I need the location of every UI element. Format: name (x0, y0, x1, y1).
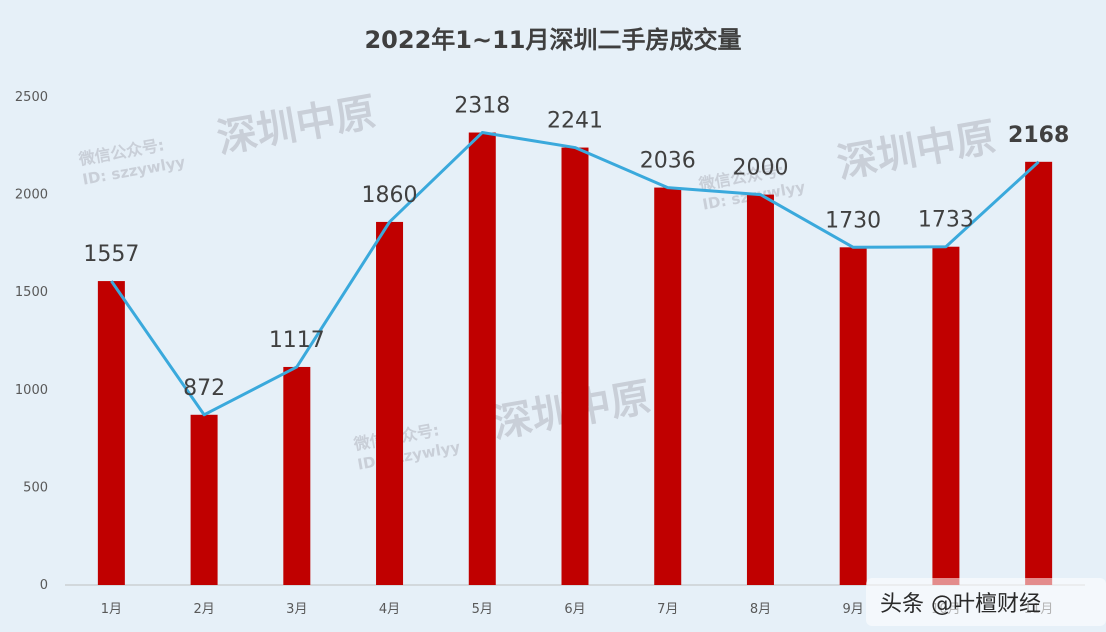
trend-line (110, 131, 1040, 417)
y-tick-label: 2000 (15, 188, 48, 203)
bar (654, 187, 682, 585)
data-label: 1860 (362, 183, 418, 208)
bar (932, 246, 960, 586)
x-tick-label: 5月 (472, 602, 493, 617)
data-label: 1557 (83, 242, 139, 267)
y-tick-label: 1000 (15, 383, 48, 398)
data-label: 1730 (825, 208, 881, 233)
y-axis: 0 500 1000 1500 2000 2500 (15, 90, 48, 593)
data-label: 2318 (454, 94, 510, 119)
watermark-brand: 深圳中原 (834, 114, 1000, 187)
x-tick-label: 7月 (657, 602, 678, 617)
x-tick-label: 1月 (101, 602, 122, 617)
y-tick-label: 500 (23, 480, 48, 495)
bar (97, 281, 125, 585)
data-label: 2168 (1008, 123, 1069, 148)
bar (190, 414, 218, 585)
bar (376, 221, 404, 586)
data-label: 1733 (918, 208, 974, 233)
watermark-brand: 深圳中原 (214, 89, 380, 162)
x-tick-label: 2月 (193, 602, 214, 617)
y-tick-label: 0 (40, 578, 48, 593)
data-label: 2036 (640, 149, 696, 174)
y-tick-label: 1500 (15, 285, 48, 300)
data-label: 2241 (547, 109, 603, 134)
data-label: 1117 (269, 328, 325, 353)
x-tick-label: 6月 (564, 602, 585, 617)
credit-watermark: 头条 @叶檀财经 (866, 578, 1106, 626)
bar (746, 194, 774, 585)
x-tick-label: 3月 (286, 602, 307, 617)
x-tick-label: 4月 (379, 602, 400, 617)
bar (283, 366, 311, 585)
bar (839, 247, 867, 585)
x-tick-label: 8月 (750, 602, 771, 617)
data-label: 2000 (732, 156, 788, 181)
x-tick-label: 9月 (843, 602, 864, 617)
chart-title: 2022年1~11月深圳二手房成交量 (364, 26, 741, 54)
line-series (110, 131, 1040, 417)
data-label: 872 (183, 376, 225, 401)
bar (561, 147, 589, 585)
bar (468, 132, 496, 585)
bar-series (97, 132, 1053, 586)
data-labels: 1557 872 1117 1860 2318 2241 2036 2000 1730 1733 2… (83, 94, 1069, 401)
credit-text: 头条 @叶檀财经 (880, 592, 1041, 617)
y-tick-label: 2500 (15, 90, 48, 105)
bar (1025, 161, 1053, 585)
